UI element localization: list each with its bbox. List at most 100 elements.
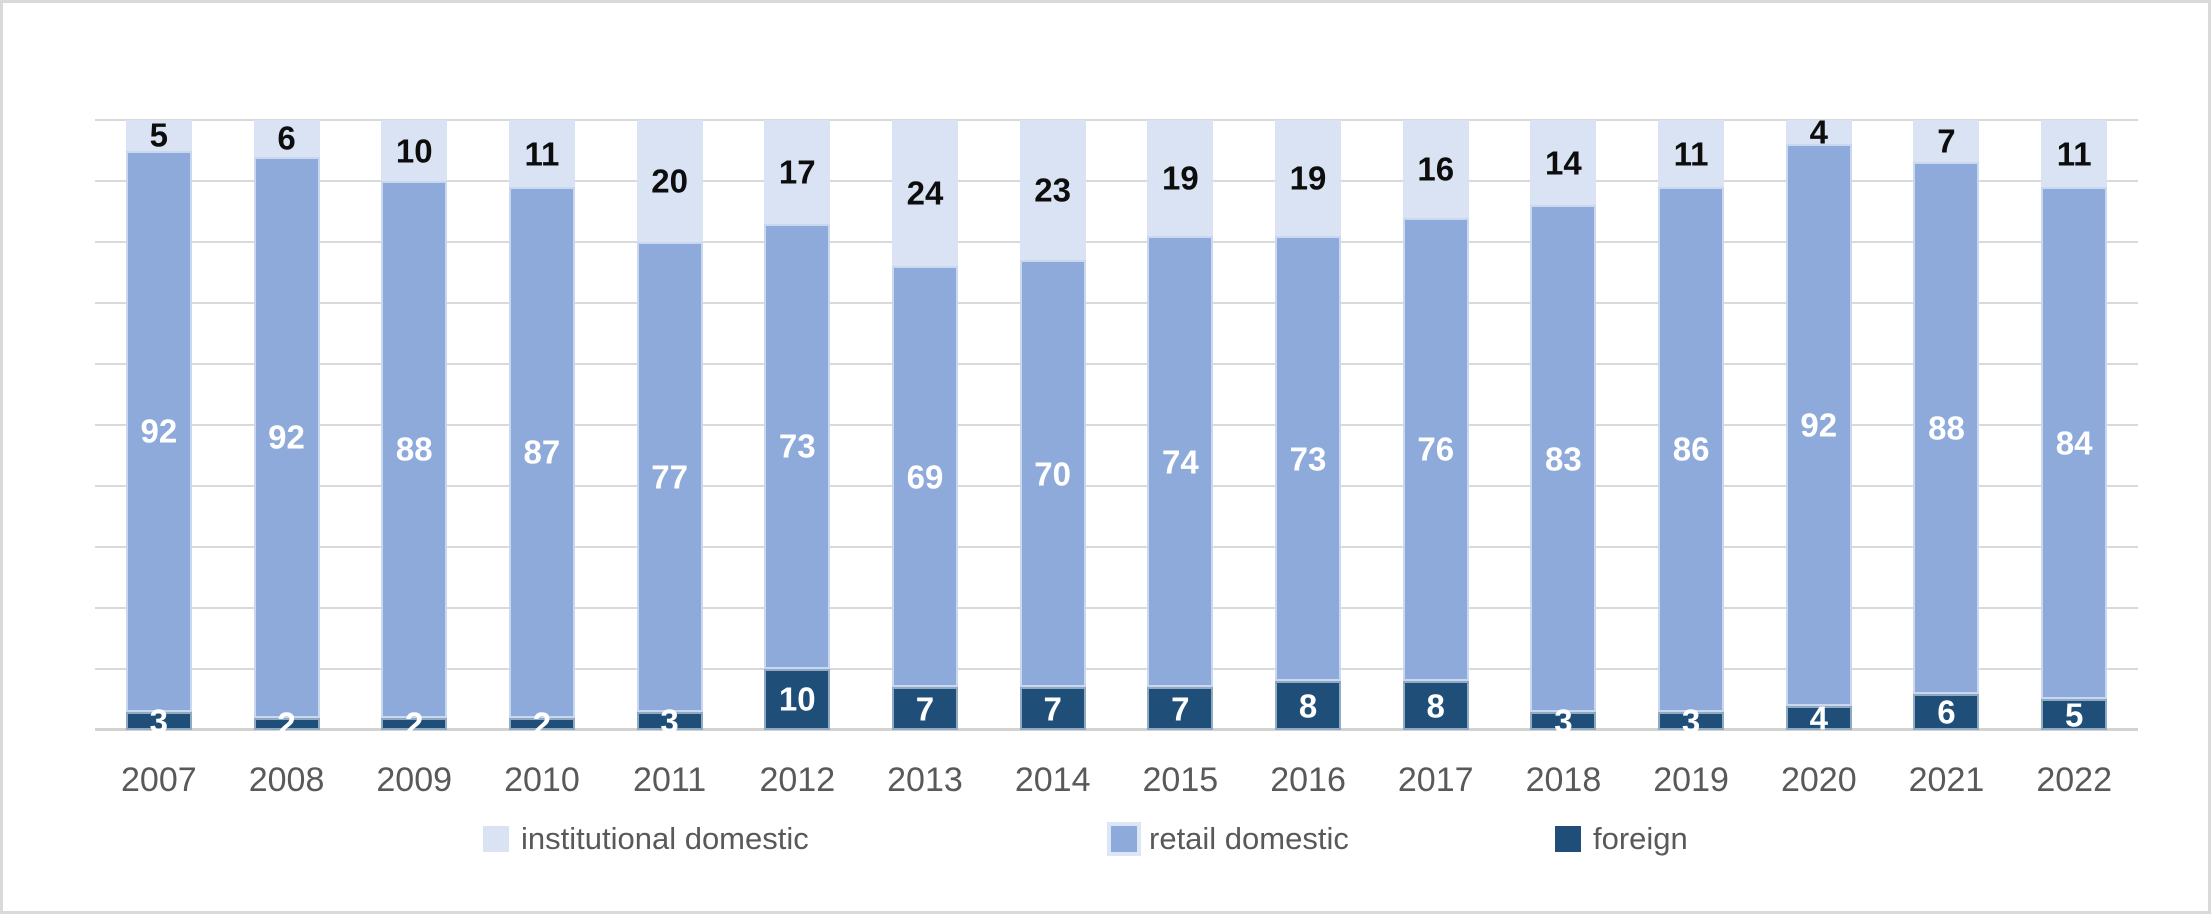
bar-column-2019: 11 86 3 [1658, 120, 1725, 737]
bar-segment-institutional-domestic-2018: 14 [1530, 120, 1597, 206]
bar-segment-foreign-2015: 7 [1147, 687, 1214, 730]
bar-segment-foreign-2021: 6 [1913, 693, 1980, 731]
x-axis-label: 2020 [1780, 761, 1857, 799]
bar-segment-foreign-2012: 10 [764, 668, 831, 730]
bar-segment-foreign-2018: 3 [1530, 704, 1597, 737]
bar-segment-retail-domestic-2017: 76 [1402, 217, 1469, 682]
bar-segment-retail-domestic-2021: 88 [1913, 162, 1980, 694]
x-axis-label: 2013 [887, 761, 963, 799]
bar-segment-retail-domestic-2022: 84 [2041, 187, 2108, 700]
bar-column-2008: 6 92 2 [253, 119, 320, 740]
legend-item-institutional-domestic: institutional domestic [483, 815, 809, 863]
segment-value-label: 14 [1545, 144, 1582, 182]
segment-value-label: 88 [1928, 409, 1965, 447]
bar-segment-retail-domestic-2014: 70 [1019, 260, 1086, 688]
bar-column-2017: 16 76 8 [1402, 120, 1469, 730]
segment-value-label: 74 [1161, 443, 1199, 481]
segment-value-label: 92 [140, 412, 178, 450]
gridline [95, 119, 2138, 121]
bar-segment-institutional-domestic-2011: 20 [636, 120, 703, 242]
segment-value-label: 87 [523, 433, 561, 471]
gridline [95, 607, 2138, 609]
legend-item-retail-domestic: retail domestic [1111, 815, 1349, 863]
gridline [95, 241, 2138, 243]
bar-segment-retail-domestic-2020: 92 [1785, 144, 1852, 706]
segment-value-label: 7 [1171, 690, 1190, 728]
segment-value-label: 2 [405, 705, 424, 743]
x-axis-label: 2022 [2036, 761, 2112, 799]
bar-segment-foreign-2019: 3 [1658, 704, 1725, 737]
segment-value-label: 19 [1289, 159, 1327, 197]
segment-value-label: 3 [149, 702, 169, 740]
gridline [95, 728, 2138, 731]
legend: institutional domestic retail domestic f… [3, 815, 2208, 863]
bar-column-2013: 24 69 7 [891, 120, 958, 730]
bar-segment-institutional-domestic-2016: 19 [1275, 120, 1342, 236]
segment-value-label: 88 [395, 430, 433, 468]
segment-value-label: 69 [906, 458, 944, 496]
segment-value-label: 6 [277, 119, 296, 157]
bar-segment-institutional-domestic-2012: 17 [764, 120, 831, 224]
gridline [95, 668, 2138, 670]
segment-value-label: 2 [277, 705, 296, 743]
legend-label: foreign [1593, 821, 1688, 856]
segment-value-label: 7 [915, 690, 935, 728]
segment-value-label: 4 [1809, 113, 1828, 151]
gridline [95, 424, 2138, 426]
bar-segment-retail-domestic-2009: 88 [381, 181, 448, 718]
bar-column-2009: 10 88 2 [381, 120, 448, 740]
legend-item-foreign: foreign [1555, 815, 1688, 863]
legend-label: retail domestic [1149, 821, 1349, 856]
bar-segment-institutional-domestic-2021: 7 [1913, 120, 1980, 163]
bar-segment-retail-domestic-2019: 86 [1658, 187, 1725, 712]
segment-value-label: 86 [1672, 430, 1710, 468]
segment-value-label: 11 [1673, 135, 1709, 173]
segment-value-label: 2 [532, 705, 552, 743]
bar-column-2020: 4 92 4 [1785, 116, 1852, 734]
segment-value-label: 16 [1417, 150, 1455, 188]
gridline [95, 180, 2138, 182]
x-axis-label: 2009 [376, 761, 453, 799]
bar-segment-foreign-2013: 7 [891, 687, 958, 730]
x-axis-label: 2021 [1908, 761, 1985, 799]
plot-area: 5 92 3 6 92 2 10 88 2 11 87 2 20 77 3 17 73 10 24 69 7 23 70 7 1… [95, 116, 2138, 740]
bar-segment-retail-domestic-2013: 69 [891, 266, 958, 688]
segment-value-label: 8 [1298, 687, 1318, 725]
bar-segment-foreign-2020: 4 [1785, 701, 1852, 734]
bar-segment-institutional-domestic-2013: 24 [891, 120, 958, 267]
x-axis-label: 2007 [121, 761, 197, 799]
bar-segment-foreign-2007: 3 [125, 704, 192, 737]
segment-value-label: 73 [778, 427, 816, 465]
bar-column-2021: 7 88 6 [1913, 120, 1980, 731]
legend-label: institutional domestic [521, 821, 809, 856]
segment-value-label: 5 [149, 116, 169, 154]
bar-segment-institutional-domestic-2009: 10 [381, 120, 448, 181]
segment-value-label: 17 [778, 153, 816, 191]
x-axis-label: 2016 [1270, 761, 1346, 799]
bar-segment-retail-domestic-2007: 92 [125, 150, 192, 712]
bar-column-2018: 14 83 3 [1530, 120, 1597, 737]
bar-segment-foreign-2014: 7 [1019, 687, 1086, 730]
segment-value-label: 83 [1545, 440, 1582, 478]
bar-segment-institutional-domestic-2020: 4 [1785, 116, 1852, 149]
bar-segment-institutional-domestic-2014: 23 [1019, 120, 1086, 261]
segment-value-label: 11 [524, 135, 560, 173]
bar-segment-retail-domestic-2015: 74 [1147, 235, 1214, 688]
bar-column-2011: 20 77 3 [636, 120, 703, 737]
bar-segment-retail-domestic-2016: 73 [1275, 235, 1342, 682]
bar-segment-retail-domestic-2010: 87 [508, 187, 575, 718]
segment-value-label: 6 [1937, 693, 1956, 731]
segment-value-label: 84 [2055, 424, 2093, 462]
bar-segment-foreign-2008: 2 [253, 707, 320, 740]
bar-column-2015: 19 74 7 [1147, 120, 1214, 730]
segment-value-label: 92 [268, 418, 305, 456]
bar-column-2022: 11 84 5 [2041, 120, 2108, 731]
bar-segment-institutional-domestic-2015: 19 [1147, 120, 1214, 236]
bar-segment-institutional-domestic-2017: 16 [1402, 120, 1469, 218]
segment-value-label: 77 [651, 458, 688, 496]
bar-segment-retail-domestic-2011: 77 [636, 242, 703, 712]
bar-segment-foreign-2016: 8 [1275, 681, 1342, 730]
bar-column-2014: 23 70 7 [1019, 120, 1086, 730]
segment-value-label: 24 [906, 174, 944, 212]
